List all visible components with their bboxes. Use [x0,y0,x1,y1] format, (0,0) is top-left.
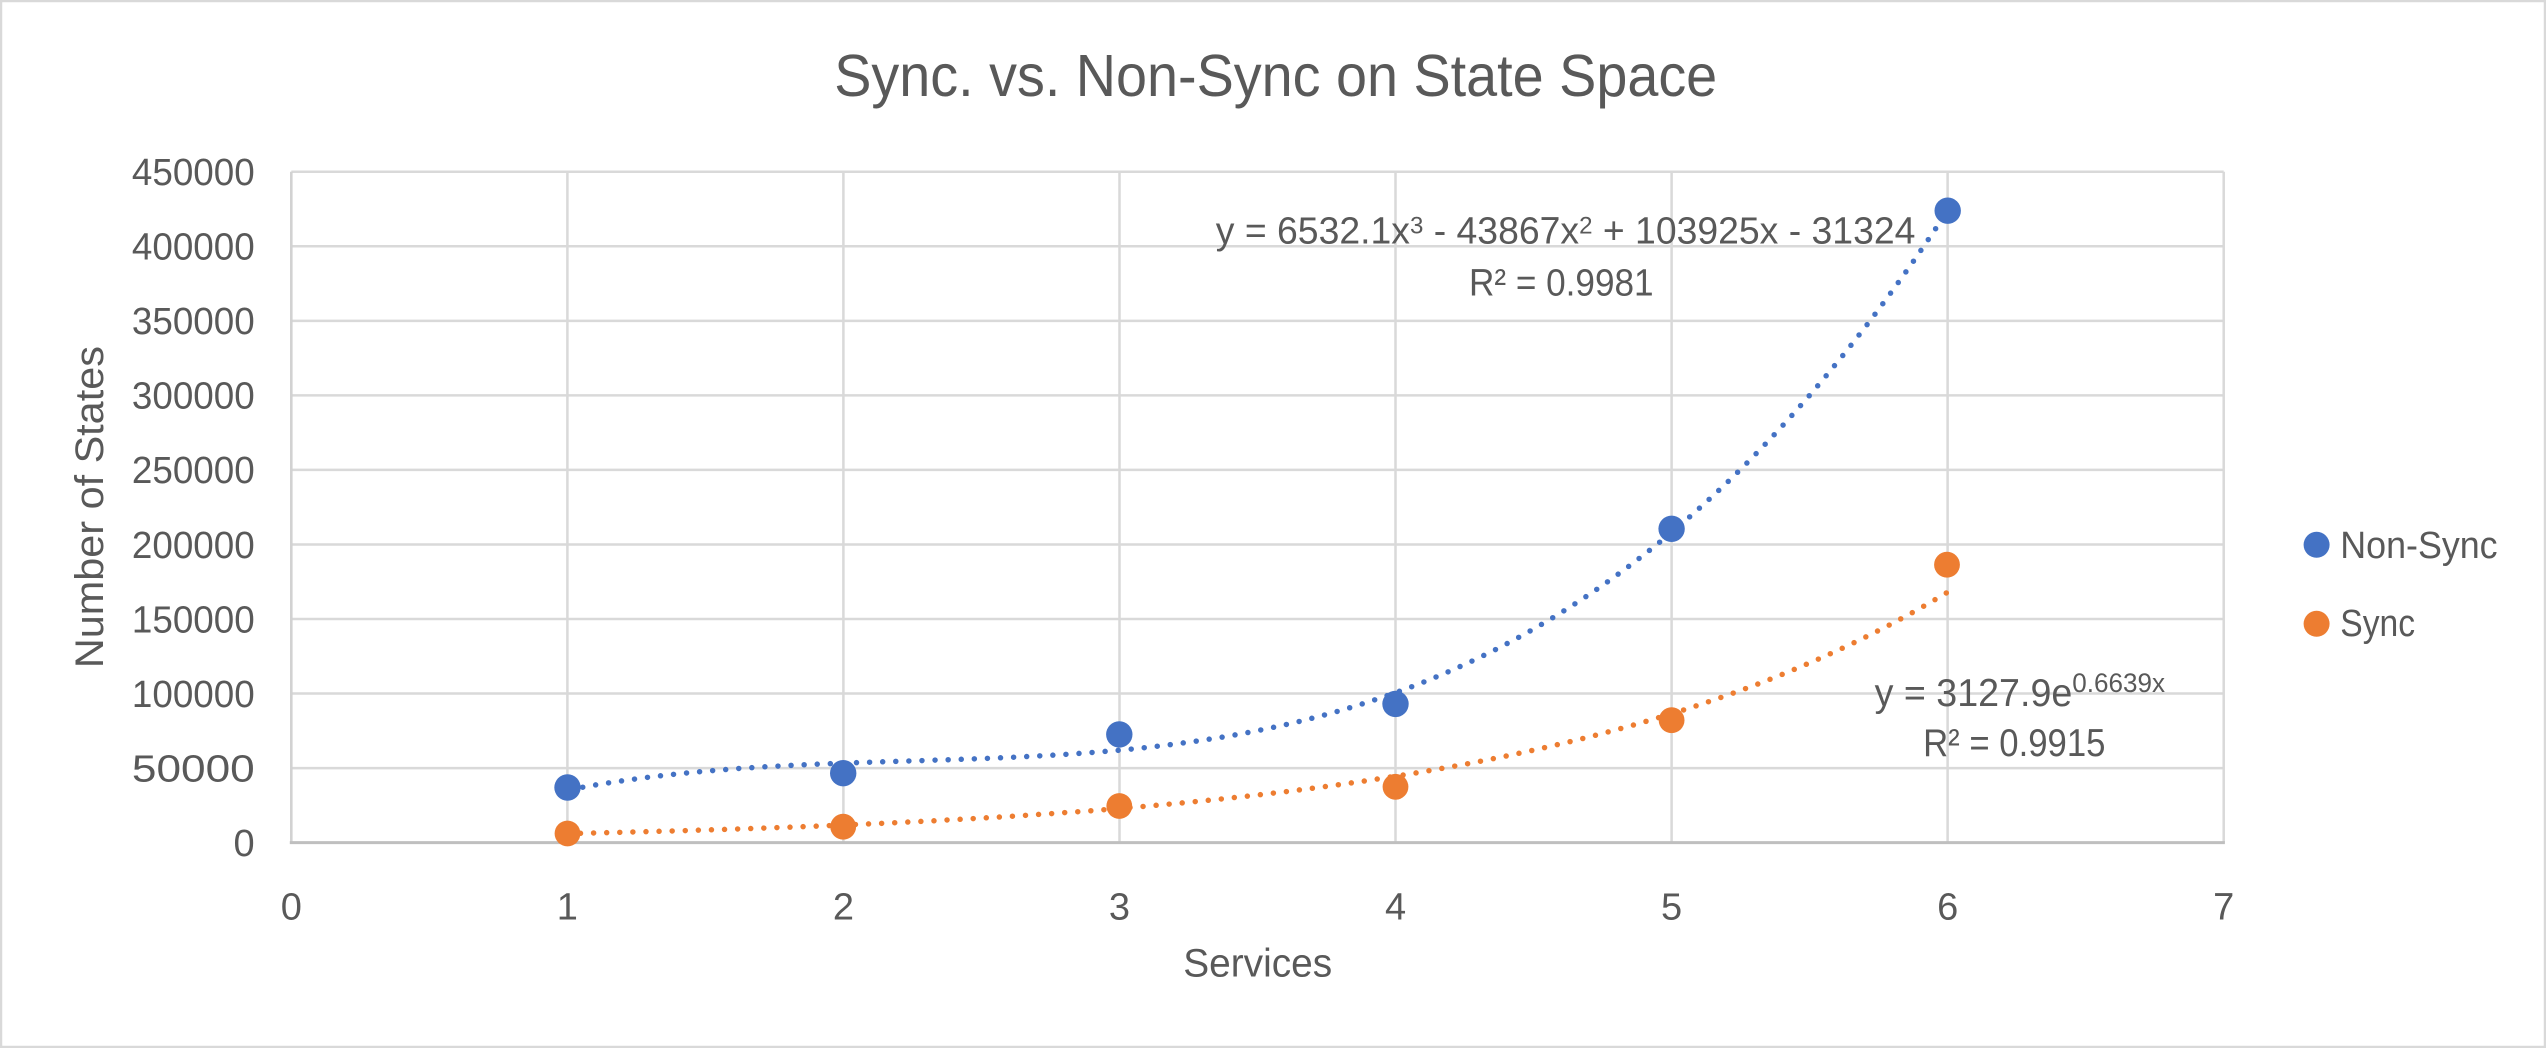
svg-text:R² = 0.9981: R² = 0.9981 [1469,263,1654,305]
svg-text:0: 0 [281,886,302,928]
svg-text:4: 4 [1385,886,1406,928]
svg-text:7: 7 [2213,886,2234,928]
svg-text:Sync. vs. Non-Sync on State Sp: Sync. vs. Non-Sync on State Space [834,43,1717,109]
svg-text:y = 6532.1x3 - 43867x2 + 10392: y = 6532.1x3 - 43867x2 + 103925x - 31324 [1216,211,1916,253]
svg-text:Number of States: Number of States [68,346,112,668]
svg-text:5: 5 [1661,886,1682,928]
svg-text:3: 3 [1109,886,1130,928]
svg-text:400000: 400000 [132,227,255,269]
svg-text:150000: 150000 [132,599,255,641]
svg-text:R² = 0.9915: R² = 0.9915 [1923,722,2105,765]
svg-text:Sync: Sync [2340,603,2415,645]
svg-text:450000: 450000 [132,152,255,194]
svg-text:6: 6 [1937,886,1958,928]
svg-text:1: 1 [557,886,578,928]
svg-text:Services: Services [1183,941,1332,985]
svg-text:300000: 300000 [132,376,255,418]
svg-text:y = 3127.9e0.6639x: y = 3127.9e0.6639x [1875,668,2166,715]
svg-text:100000: 100000 [132,674,255,716]
svg-text:0: 0 [234,823,255,865]
svg-text:Non-Sync: Non-Sync [2340,525,2497,567]
svg-text:50000: 50000 [132,748,255,790]
svg-text:200000: 200000 [132,525,255,567]
svg-text:250000: 250000 [132,450,255,492]
svg-text:350000: 350000 [132,301,255,343]
svg-text:2: 2 [833,886,854,928]
